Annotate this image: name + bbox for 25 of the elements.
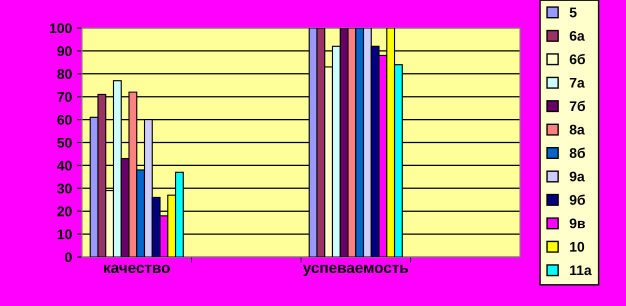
- legend-label: 10: [570, 242, 584, 252]
- legend-label: 7б: [570, 100, 586, 112]
- y-tick-label: 0: [65, 252, 72, 262]
- y-tick-label: 20: [57, 206, 72, 216]
- y-tick-label: 60: [57, 114, 72, 125]
- x-tick-label: качество: [104, 264, 170, 274]
- y-tick-label: 30: [57, 184, 72, 194]
- y-tick-label: 90: [57, 46, 72, 56]
- legend-label: 11а: [570, 265, 592, 276]
- y-tick-label: 80: [57, 69, 72, 79]
- legend-label: 9б: [570, 194, 586, 205]
- y-tick-label: 10: [58, 229, 72, 240]
- legend-label: 6а: [570, 30, 585, 41]
- legend-label: 5: [570, 8, 577, 18]
- legend-label: 9а: [570, 172, 585, 182]
- legend-label: 9в: [570, 218, 585, 228]
- x-tick-label: успеваемость: [302, 264, 408, 276]
- y-tick-label: 100: [50, 23, 72, 34]
- y-tick-label: 50: [57, 138, 72, 148]
- legend-label: 8а: [570, 124, 585, 135]
- legend-label: 6б: [570, 54, 586, 64]
- y-tick-label: 40: [57, 160, 72, 171]
- legend-label: 7а: [570, 78, 585, 88]
- y-tick-label: 70: [57, 92, 72, 102]
- legend-label: 8б: [570, 148, 586, 158]
